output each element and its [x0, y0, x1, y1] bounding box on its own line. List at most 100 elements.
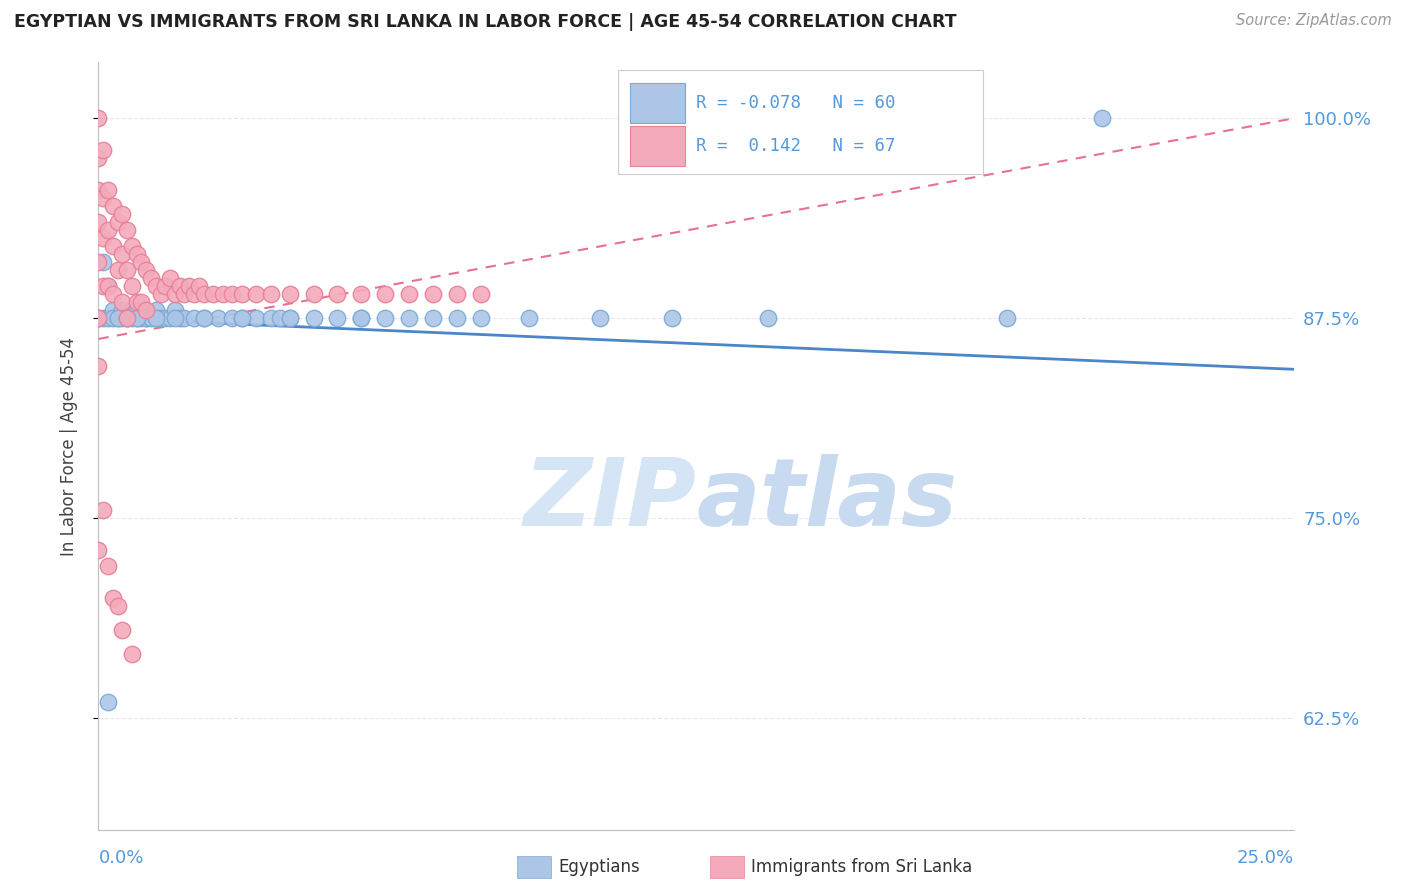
Point — [350, 287, 373, 301]
Point — [87, 359, 110, 373]
Point — [91, 255, 114, 269]
Text: atlas: atlas — [696, 454, 957, 546]
Point — [121, 239, 143, 253]
Point — [350, 311, 373, 326]
Point — [131, 255, 153, 269]
Point — [179, 279, 201, 293]
Text: ZIP: ZIP — [523, 454, 696, 546]
Y-axis label: In Labor Force | Age 45-54: In Labor Force | Age 45-54 — [59, 336, 77, 556]
Point — [187, 279, 209, 293]
Point — [278, 311, 301, 326]
Point — [91, 311, 114, 326]
Point — [101, 239, 124, 253]
Point — [115, 311, 138, 326]
Point — [87, 183, 110, 197]
Point — [446, 287, 468, 301]
Point — [135, 263, 157, 277]
Point — [661, 311, 683, 326]
Point — [145, 279, 167, 293]
Point — [91, 503, 114, 517]
Point — [302, 311, 325, 326]
Point — [326, 287, 349, 301]
Point — [97, 558, 120, 573]
Point — [269, 311, 291, 326]
Point — [111, 303, 134, 318]
Point — [125, 303, 148, 318]
FancyBboxPatch shape — [619, 70, 983, 174]
Point — [278, 311, 301, 326]
Point — [107, 215, 129, 229]
Point — [302, 287, 325, 301]
Point — [91, 279, 114, 293]
Point — [193, 287, 215, 301]
Point — [111, 207, 134, 221]
Point — [470, 287, 492, 301]
Point — [169, 279, 191, 293]
Point — [87, 311, 110, 326]
Point — [111, 247, 134, 261]
Point — [131, 295, 153, 310]
Point — [125, 311, 148, 326]
Point — [163, 311, 186, 326]
Point — [422, 311, 444, 326]
Point — [398, 311, 420, 326]
Point — [91, 231, 114, 245]
Point — [135, 311, 157, 326]
Point — [231, 311, 253, 326]
Text: 0.0%: 0.0% — [98, 849, 143, 867]
Point — [97, 311, 120, 326]
Point — [97, 279, 120, 293]
Text: EGYPTIAN VS IMMIGRANTS FROM SRI LANKA IN LABOR FORCE | AGE 45-54 CORRELATION CHA: EGYPTIAN VS IMMIGRANTS FROM SRI LANKA IN… — [14, 13, 956, 31]
Point — [97, 695, 120, 709]
Point — [121, 303, 143, 318]
Point — [202, 287, 225, 301]
Point — [131, 311, 153, 326]
Point — [125, 311, 148, 326]
Text: 25.0%: 25.0% — [1236, 849, 1294, 867]
Point — [149, 287, 172, 301]
Point — [517, 311, 540, 326]
Point — [159, 271, 181, 285]
Text: Immigrants from Sri Lanka: Immigrants from Sri Lanka — [751, 858, 972, 876]
FancyBboxPatch shape — [630, 126, 685, 166]
Point — [87, 542, 110, 557]
Point — [87, 311, 110, 326]
Point — [115, 311, 138, 326]
Point — [101, 591, 124, 605]
Point — [221, 311, 243, 326]
Point — [87, 112, 110, 126]
Point — [97, 223, 120, 237]
Text: Egyptians: Egyptians — [558, 858, 640, 876]
Point — [231, 311, 253, 326]
Point — [125, 295, 148, 310]
Point — [87, 151, 110, 165]
Point — [121, 279, 143, 293]
Point — [111, 311, 134, 326]
Point — [139, 271, 162, 285]
FancyBboxPatch shape — [630, 83, 685, 123]
Point — [107, 263, 129, 277]
Point — [446, 311, 468, 326]
Point — [125, 247, 148, 261]
Point — [756, 311, 779, 326]
Point — [115, 223, 138, 237]
Point — [121, 311, 143, 326]
Point — [163, 287, 186, 301]
Point — [374, 311, 396, 326]
Point — [155, 279, 177, 293]
Point — [245, 311, 267, 326]
Point — [259, 287, 281, 301]
Point — [87, 255, 110, 269]
Text: R =  0.142   N = 67: R = 0.142 N = 67 — [696, 137, 896, 155]
Point — [97, 183, 120, 197]
Point — [259, 311, 281, 326]
Point — [91, 191, 114, 205]
Point — [97, 279, 120, 293]
Point — [101, 303, 124, 318]
Text: R = -0.078   N = 60: R = -0.078 N = 60 — [696, 94, 896, 112]
Point — [107, 311, 129, 326]
Point — [169, 311, 191, 326]
Point — [135, 303, 157, 318]
Point — [91, 144, 114, 158]
Point — [193, 311, 215, 326]
